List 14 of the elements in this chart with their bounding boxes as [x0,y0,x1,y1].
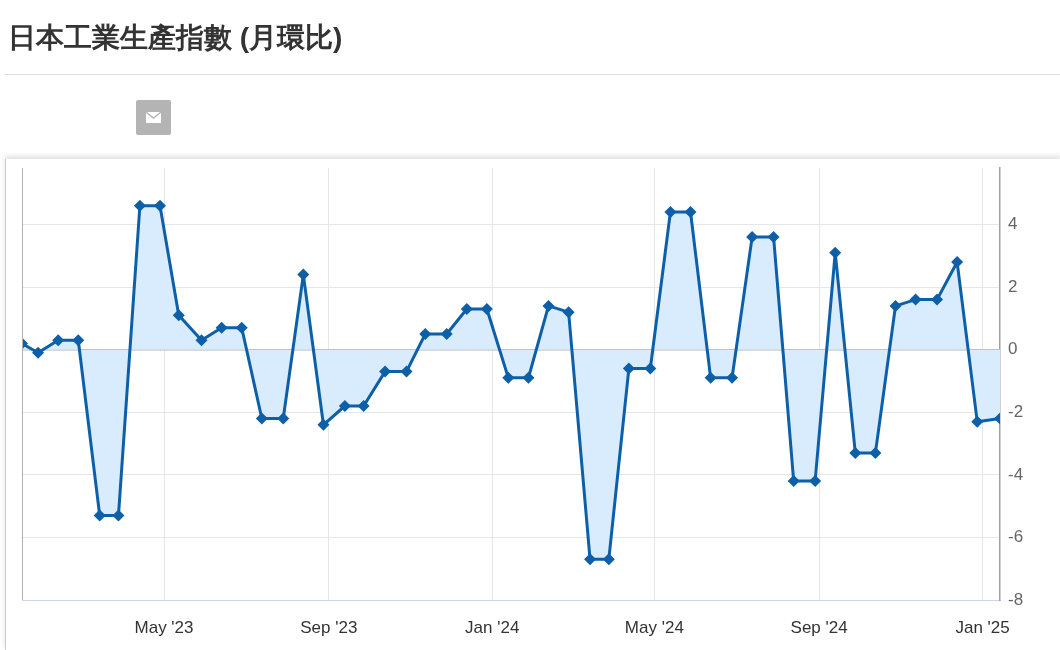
y-tick-label: -4 [1008,464,1024,484]
x-tick-label: Sep '23 [300,617,358,637]
y-tick-label: -8 [1008,589,1024,609]
x-tick-label: May '23 [134,617,194,637]
x-tick-label: Jan '24 [465,617,520,637]
y-tick-label: -2 [1008,401,1024,421]
chart-title: 日本工業生產指數 (月環比) [8,21,343,55]
y-tick-label: 2 [1008,276,1018,296]
y-tick-label: -6 [1008,527,1024,547]
x-tick-label: Sep '24 [790,617,848,637]
y-tick-label: 4 [1008,214,1018,234]
x-tick-label: May '24 [624,617,684,637]
y-tick-label: 0 [1008,339,1018,359]
x-tick-label: Jan '25 [955,617,1010,637]
